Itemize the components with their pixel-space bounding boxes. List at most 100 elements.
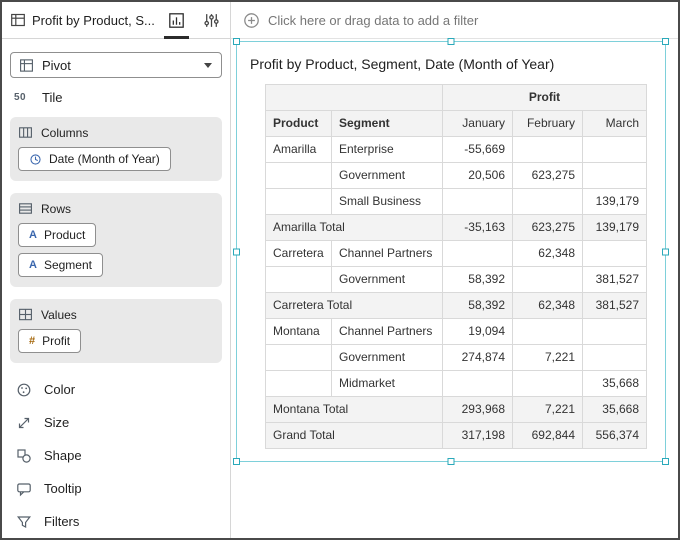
pivot-cell[interactable] [512,136,583,163]
selection-handle-mid-right[interactable] [662,248,669,255]
table-row-subtotal: Carretera Total 58,392 62,348 381,527 [265,292,647,319]
table-row-grand-total: Grand Total 317,198 692,844 556,374 [265,422,647,449]
field-pill-segment[interactable]: A Segment [18,253,103,278]
pivot-col-header[interactable]: Product [265,110,332,137]
pivot-cell[interactable]: 556,374 [582,422,647,449]
pivot-col-header[interactable]: February [512,110,583,137]
row-header-product[interactable] [265,370,332,397]
selection-handle-bottom-left[interactable] [233,458,240,465]
pivot-cell[interactable] [582,240,647,267]
table-row: Carretera Channel Partners 62,348 [265,240,647,267]
subtotal-label[interactable]: Amarilla Total [265,214,443,241]
row-header-product[interactable] [265,266,332,293]
row-header-segment[interactable]: Small Business [331,188,443,215]
pivot-col-header[interactable]: March [582,110,647,137]
columns-icon [18,125,33,140]
selection-handle-top-right[interactable] [662,38,669,45]
tooltip-drop-target[interactable]: Tooltip [2,472,230,505]
pivot-cell[interactable]: 274,874 [442,344,513,371]
values-drop-target[interactable]: Values # Profit [10,299,222,364]
pivot-cell[interactable] [582,318,647,345]
row-header-segment[interactable]: Enterprise [331,136,443,163]
pivot-measure-header[interactable]: Profit [442,84,647,111]
selection-handle-mid-left[interactable] [233,248,240,255]
pivot-cell[interactable]: 58,392 [442,292,513,319]
row-header-product[interactable]: Amarilla [265,136,332,163]
pivot-cell[interactable]: 623,275 [512,214,583,241]
row-header-product[interactable]: Carretera [265,240,332,267]
pivot-cell[interactable]: 139,179 [582,188,647,215]
selection-handle-bottom-center[interactable] [447,458,455,465]
shape-drop-target[interactable]: Shape [2,439,230,472]
pivot-cell[interactable]: 139,179 [582,214,647,241]
pivot-cell[interactable]: 62,348 [512,240,583,267]
row-header-product[interactable]: Montana [265,318,332,345]
row-header-segment[interactable]: Government [331,266,443,293]
pivot-cell[interactable]: 381,527 [582,292,647,319]
viz-type-value: Pivot [42,57,71,73]
pivot-cell[interactable] [512,188,583,215]
row-header-segment[interactable]: Government [331,162,443,189]
row-header-segment[interactable]: Midmarket [331,370,443,397]
pivot-cell[interactable] [512,318,583,345]
pivot-cell[interactable]: 35,668 [582,370,647,397]
row-header-segment[interactable]: Channel Partners [331,240,443,267]
pivot-cell[interactable]: 35,668 [582,396,647,423]
pivot-cell[interactable]: 381,527 [582,266,647,293]
row-header-product[interactable] [265,162,332,189]
grand-total-label[interactable]: Grand Total [265,422,443,449]
color-drop-target[interactable]: Color [2,373,230,406]
pivot-cell[interactable]: 7,221 [512,396,583,423]
subtotal-label[interactable]: Montana Total [265,396,443,423]
subtotal-label[interactable]: Carretera Total [265,292,443,319]
pivot-cell[interactable] [442,240,513,267]
size-drop-target[interactable]: Size [2,406,230,439]
pivot-cell[interactable] [582,162,647,189]
table-row: Midmarket 35,668 [265,370,647,397]
row-header-product[interactable] [265,344,332,371]
field-pill-product[interactable]: A Product [18,223,97,248]
pivot-cell[interactable] [512,266,583,293]
pivot-cell[interactable]: -35,163 [442,214,513,241]
pivot-cell[interactable]: 19,094 [442,318,513,345]
pivot-cell[interactable] [512,370,583,397]
pivot-cell[interactable]: 317,198 [442,422,513,449]
pivot-cell[interactable]: 58,392 [442,266,513,293]
columns-drop-target[interactable]: Columns Date (Month of Year) [10,117,222,182]
tab-grammar-panel[interactable] [162,2,191,39]
pivot-cell[interactable] [442,188,513,215]
attribute-icon: A [29,259,37,272]
pivot-cell[interactable]: 692,844 [512,422,583,449]
row-header-segment[interactable]: Channel Partners [331,318,443,345]
tab-properties-panel[interactable] [197,2,226,39]
pivot-table-icon [10,12,26,28]
pivot-cell[interactable]: -55,669 [442,136,513,163]
pivot-cell[interactable]: 293,968 [442,396,513,423]
pivot-col-header[interactable]: January [442,110,513,137]
selection-handle-bottom-right[interactable] [662,458,669,465]
pivot-cell[interactable]: 7,221 [512,344,583,371]
visualization-canvas[interactable]: Profit by Product, Segment, Date (Month … [231,38,678,538]
filter-bar[interactable]: Click here or drag data to add a filter [231,2,678,39]
pivot-cell[interactable]: 20,506 [442,162,513,189]
pivot-col-header[interactable]: Segment [331,110,443,137]
rows-drop-target[interactable]: Rows A Product A Segment [10,193,222,288]
pivot-cell[interactable] [582,344,647,371]
pivot-visualization[interactable]: Profit by Product, Segment, Date (Month … [233,38,669,465]
field-pill-profit[interactable]: # Profit [18,329,82,354]
selection-handle-top-center[interactable] [447,38,455,45]
attribute-icon: A [29,229,37,242]
row-header-segment[interactable]: Government [331,344,443,371]
pivot-cell[interactable] [442,370,513,397]
pivot-cell[interactable]: 62,348 [512,292,583,319]
pivot-cell[interactable] [582,136,647,163]
pivot-table: Profit Product Segment January February … [265,84,647,449]
selection-handle-top-left[interactable] [233,38,240,45]
row-header-product[interactable] [265,188,332,215]
filters-drop-target[interactable]: Filters [2,505,230,538]
pivot-cell[interactable]: 623,275 [512,162,583,189]
field-pill-date-month-of-year[interactable]: Date (Month of Year) [18,147,171,172]
canvas-area: Click here or drag data to add a filter … [231,2,678,538]
viz-type-dropdown[interactable]: Pivot [10,52,222,79]
tile-drop-target[interactable]: 50 Tile [2,78,230,115]
